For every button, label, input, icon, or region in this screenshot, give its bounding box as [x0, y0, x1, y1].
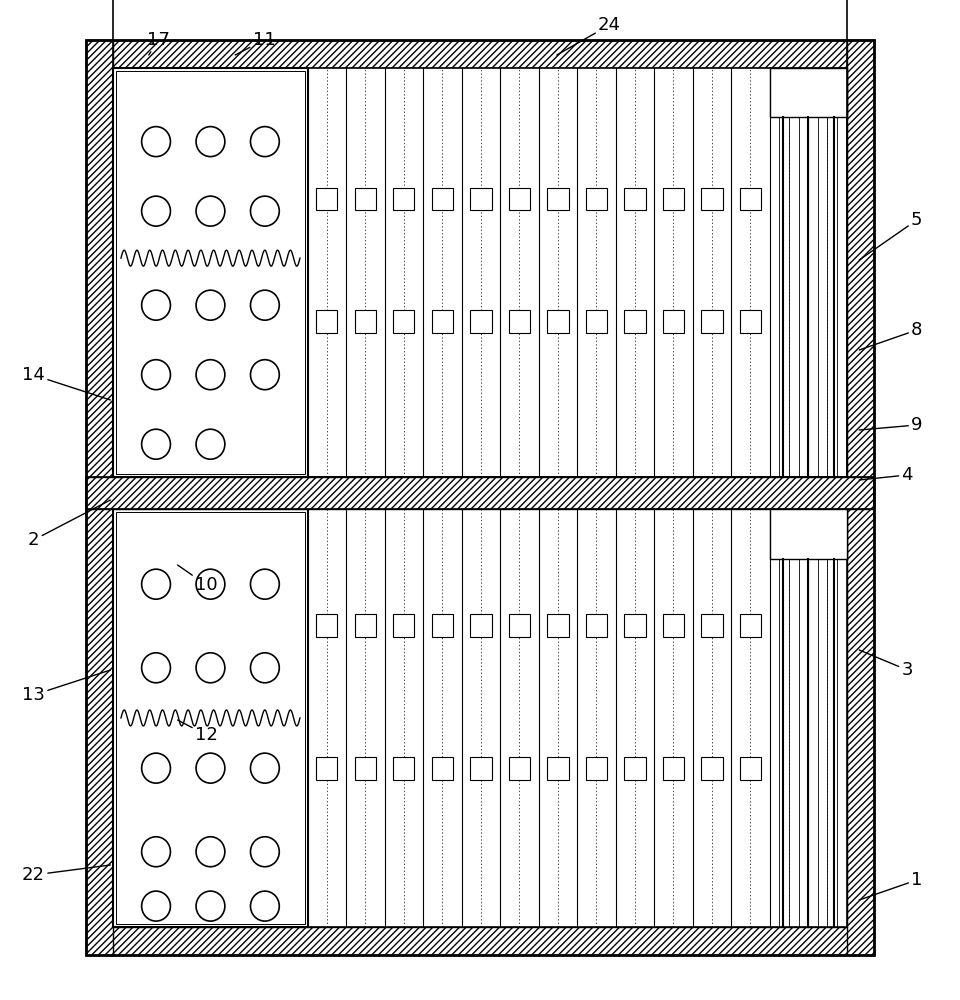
- Text: 1: 1: [859, 871, 923, 900]
- Bar: [470, 310, 492, 333]
- Bar: [662, 614, 684, 637]
- Text: 8: 8: [859, 321, 923, 350]
- Bar: [847, 40, 874, 955]
- Bar: [770, 509, 847, 559]
- Text: 13: 13: [22, 670, 110, 704]
- Bar: [624, 757, 645, 780]
- Bar: [662, 310, 684, 333]
- Text: 5: 5: [859, 211, 923, 260]
- Text: 24: 24: [557, 16, 621, 55]
- Text: 22: 22: [22, 865, 110, 884]
- Bar: [86, 40, 113, 955]
- Bar: [624, 188, 645, 210]
- Bar: [624, 614, 645, 637]
- Bar: [702, 310, 723, 333]
- Text: 17: 17: [147, 31, 170, 55]
- Bar: [662, 188, 684, 210]
- Bar: [547, 310, 568, 333]
- Bar: [355, 188, 376, 210]
- Bar: [316, 757, 338, 780]
- Bar: [86, 40, 874, 955]
- Bar: [355, 310, 376, 333]
- Bar: [113, 509, 307, 927]
- Bar: [307, 68, 847, 477]
- Bar: [624, 310, 645, 333]
- Bar: [547, 614, 568, 637]
- Bar: [662, 757, 684, 780]
- Bar: [509, 614, 530, 637]
- Bar: [86, 477, 874, 509]
- Text: 11: 11: [235, 31, 276, 55]
- Bar: [509, 188, 530, 210]
- Bar: [394, 757, 415, 780]
- Bar: [113, 68, 307, 477]
- Bar: [547, 757, 568, 780]
- Bar: [470, 757, 492, 780]
- Bar: [702, 614, 723, 637]
- Bar: [86, 927, 874, 955]
- Text: 14: 14: [22, 366, 110, 400]
- Bar: [432, 310, 453, 333]
- Bar: [307, 509, 847, 927]
- Bar: [702, 188, 723, 210]
- Bar: [586, 757, 607, 780]
- Bar: [432, 757, 453, 780]
- Bar: [547, 188, 568, 210]
- Text: 9: 9: [859, 416, 923, 434]
- Bar: [770, 68, 847, 117]
- Bar: [394, 614, 415, 637]
- Bar: [316, 614, 338, 637]
- Bar: [355, 757, 376, 780]
- Bar: [394, 188, 415, 210]
- Bar: [509, 757, 530, 780]
- Bar: [470, 188, 492, 210]
- Text: 10: 10: [178, 565, 218, 594]
- Bar: [86, 40, 874, 68]
- Bar: [740, 614, 761, 637]
- Text: 12: 12: [178, 720, 218, 744]
- Bar: [470, 614, 492, 637]
- Bar: [702, 757, 723, 780]
- Bar: [432, 188, 453, 210]
- Bar: [586, 188, 607, 210]
- Bar: [509, 310, 530, 333]
- Bar: [740, 188, 761, 210]
- Bar: [740, 310, 761, 333]
- Bar: [355, 614, 376, 637]
- Bar: [586, 614, 607, 637]
- Bar: [394, 310, 415, 333]
- Text: 3: 3: [859, 650, 913, 679]
- Bar: [316, 188, 338, 210]
- Bar: [116, 71, 304, 474]
- Bar: [432, 614, 453, 637]
- Bar: [86, 477, 874, 509]
- Bar: [316, 310, 338, 333]
- Bar: [586, 310, 607, 333]
- Text: 4: 4: [859, 466, 913, 484]
- Bar: [113, 0, 847, 477]
- Bar: [116, 512, 304, 924]
- Bar: [740, 757, 761, 780]
- Text: 2: 2: [28, 500, 110, 549]
